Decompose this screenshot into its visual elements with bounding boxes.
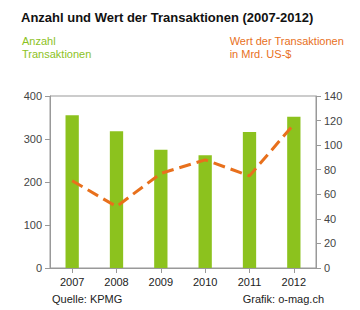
svg-text:2009: 2009 [149,276,173,288]
svg-text:2007: 2007 [60,276,84,288]
svg-text:Transaktionen: Transaktionen [22,48,91,60]
svg-text:80: 80 [324,164,336,176]
svg-text:in Mrd. US-$: in Mrd. US-$ [230,48,292,60]
svg-text:0: 0 [36,262,42,274]
svg-text:2010: 2010 [193,276,217,288]
svg-text:0: 0 [324,262,330,274]
svg-text:20: 20 [324,237,336,249]
svg-text:100: 100 [324,139,342,151]
svg-text:200: 200 [24,176,42,188]
svg-text:Anzahl und Wert der Transaktio: Anzahl und Wert der Transaktionen (2007-… [21,10,313,25]
svg-text:Wert der Transaktionen: Wert der Transaktionen [230,35,344,47]
svg-text:2008: 2008 [104,276,128,288]
svg-text:60: 60 [324,188,336,200]
svg-text:120: 120 [324,115,342,127]
svg-text:2011: 2011 [238,276,262,288]
svg-text:100: 100 [24,219,42,231]
svg-text:Grafik: o-mag.ch: Grafik: o-mag.ch [243,293,324,305]
svg-text:400: 400 [24,90,42,102]
svg-text:140: 140 [324,90,342,102]
svg-text:Quelle: KPMG: Quelle: KPMG [52,293,122,305]
svg-text:2012: 2012 [282,276,306,288]
svg-text:40: 40 [324,213,336,225]
svg-text:Anzahl: Anzahl [22,35,56,47]
svg-text:300: 300 [24,133,42,145]
